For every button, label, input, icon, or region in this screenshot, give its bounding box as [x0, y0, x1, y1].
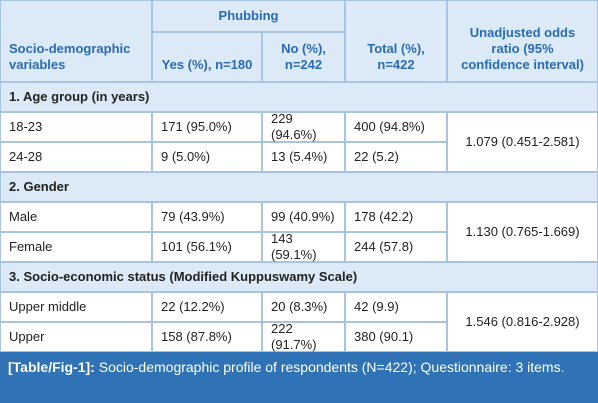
table-cell: 99 (40.9%) [262, 202, 345, 232]
column-header: Socio-demographic variables [0, 0, 152, 82]
table-cell: 18-23 [0, 112, 152, 142]
table-cell: 178 (42.2) [345, 202, 447, 232]
table-cell: 22 (12.2%) [152, 292, 262, 322]
odds-ratio: 1.546 (0.816-2.928) [447, 292, 598, 352]
column-header: Unadjusted odds ratio (95% confidence in… [447, 0, 598, 82]
section-title: 2. Gender [0, 172, 598, 202]
table-cell: 24-28 [0, 142, 152, 172]
caption: [Table/Fig-1]: Socio-demographic profile… [0, 352, 598, 403]
caption-label: [Table/Fig-1]: [8, 359, 95, 375]
section-title: 3. Socio-economic status (Modified Kuppu… [0, 262, 598, 292]
section-title: 1. Age group (in years) [0, 82, 598, 112]
table-cell: 20 (8.3%) [262, 292, 345, 322]
table-cell: 229 (94.6%) [262, 111, 345, 142]
table-cell: 244 (57.8) [345, 232, 447, 262]
table-cell: Female [0, 232, 152, 262]
table-cell: 400 (94.8%) [345, 112, 447, 142]
table-cell: Upper [0, 322, 152, 352]
column-header: No (%), n=242 [262, 32, 345, 82]
table-cell: Upper middle [0, 292, 152, 322]
table-cell: 222 (91.7%) [262, 321, 345, 352]
odds-ratio: 1.079 (0.451-2.581) [447, 112, 598, 172]
table-cell: 101 (56.1%) [152, 232, 262, 262]
table-cell: 380 (90.1) [345, 322, 447, 352]
table-cell: 171 (95.0%) [152, 112, 262, 142]
table-cell: Male [0, 202, 152, 232]
column-header: Total (%), n=422 [345, 0, 447, 82]
caption-text: Socio-demographic profile of respondents… [98, 359, 565, 375]
odds-ratio: 1.130 (0.765-1.669) [447, 202, 598, 262]
table-cell: 79 (43.9%) [152, 202, 262, 232]
table-cell: 143 (59.1%) [262, 231, 345, 262]
table-cell: 9 (5.0%) [152, 142, 262, 172]
table-cell: 22 (5.2) [345, 142, 447, 172]
table-cell: 158 (87.8%) [152, 322, 262, 352]
table-cell: 13 (5.4%) [262, 142, 345, 172]
group-header: Phubbing [152, 0, 345, 32]
column-header: Yes (%), n=180 [152, 32, 262, 82]
table-cell: 42 (9.9) [345, 292, 447, 322]
